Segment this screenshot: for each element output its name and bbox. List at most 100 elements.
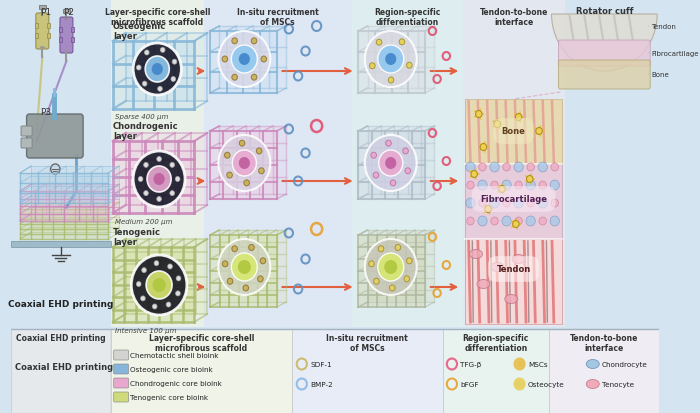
Circle shape xyxy=(239,141,245,147)
Circle shape xyxy=(551,199,559,207)
Bar xyxy=(352,0,463,327)
Bar xyxy=(47,34,50,39)
Circle shape xyxy=(225,153,230,159)
Text: Rotator cuff: Rotator cuff xyxy=(575,7,633,16)
Bar xyxy=(32,202,119,233)
Circle shape xyxy=(157,197,162,202)
Bar xyxy=(358,235,425,307)
Bar xyxy=(126,34,207,102)
Bar xyxy=(38,6,46,10)
Bar xyxy=(10,329,110,413)
Text: Fibrocartilage: Fibrocartilage xyxy=(648,51,699,57)
Circle shape xyxy=(218,32,270,88)
Circle shape xyxy=(176,291,180,296)
Text: Tendon: Tendon xyxy=(648,24,676,30)
FancyBboxPatch shape xyxy=(21,139,32,149)
Bar xyxy=(20,192,108,221)
Circle shape xyxy=(479,199,486,207)
Circle shape xyxy=(251,39,257,45)
Circle shape xyxy=(223,261,228,267)
Wedge shape xyxy=(552,15,657,72)
Circle shape xyxy=(389,78,394,84)
Circle shape xyxy=(232,46,258,74)
Ellipse shape xyxy=(505,295,518,304)
Circle shape xyxy=(514,163,524,173)
Text: Tendon-to-bone
interface: Tendon-to-bone interface xyxy=(480,8,548,27)
Bar xyxy=(111,0,204,327)
Bar xyxy=(71,38,74,43)
Circle shape xyxy=(153,304,157,309)
Bar xyxy=(210,32,276,94)
Circle shape xyxy=(256,149,262,154)
Circle shape xyxy=(515,182,522,190)
Circle shape xyxy=(232,254,258,281)
Text: Coaxial EHD printing: Coaxial EHD printing xyxy=(15,333,105,342)
FancyBboxPatch shape xyxy=(113,364,129,374)
Text: BMP-2: BMP-2 xyxy=(310,381,333,387)
Circle shape xyxy=(503,164,510,171)
Text: Bone: Bone xyxy=(648,72,669,78)
Circle shape xyxy=(491,218,498,225)
Circle shape xyxy=(378,254,404,281)
Circle shape xyxy=(466,199,475,209)
Circle shape xyxy=(369,261,375,267)
Circle shape xyxy=(157,157,162,162)
Circle shape xyxy=(399,40,405,46)
Bar xyxy=(113,142,195,214)
Circle shape xyxy=(515,114,522,121)
Text: Intensive 100 μm: Intensive 100 μm xyxy=(115,327,176,333)
Circle shape xyxy=(168,264,172,269)
Text: Chemotactic shell bioink: Chemotactic shell bioink xyxy=(130,352,219,358)
FancyBboxPatch shape xyxy=(559,41,650,67)
Circle shape xyxy=(538,199,547,209)
Circle shape xyxy=(158,87,162,92)
Circle shape xyxy=(222,57,228,63)
Bar xyxy=(219,27,286,89)
Bar xyxy=(111,329,292,413)
Circle shape xyxy=(490,163,499,173)
Circle shape xyxy=(526,216,536,226)
Bar xyxy=(113,247,195,322)
Circle shape xyxy=(502,216,511,226)
Bar xyxy=(465,240,562,324)
Text: Chondrogenic
layer: Chondrogenic layer xyxy=(113,122,178,141)
Circle shape xyxy=(378,246,384,252)
Circle shape xyxy=(538,163,547,173)
FancyBboxPatch shape xyxy=(113,350,129,360)
Circle shape xyxy=(550,216,559,226)
Bar xyxy=(63,10,70,14)
Circle shape xyxy=(514,358,525,370)
Circle shape xyxy=(365,240,416,295)
Bar xyxy=(10,242,111,247)
Circle shape xyxy=(232,75,237,81)
Text: Bone: Bone xyxy=(502,127,526,136)
Circle shape xyxy=(175,177,180,182)
Circle shape xyxy=(405,169,411,174)
Text: Osteogenic core bioink: Osteogenic core bioink xyxy=(130,366,213,372)
Bar xyxy=(292,329,442,413)
Circle shape xyxy=(379,151,402,177)
Circle shape xyxy=(526,176,533,183)
Bar xyxy=(32,185,119,214)
Bar xyxy=(210,235,276,307)
Circle shape xyxy=(251,75,257,81)
Circle shape xyxy=(176,276,181,281)
Circle shape xyxy=(144,163,148,168)
Circle shape xyxy=(466,163,475,173)
Ellipse shape xyxy=(491,263,504,272)
Circle shape xyxy=(478,216,487,226)
Ellipse shape xyxy=(512,255,525,264)
Circle shape xyxy=(389,285,395,291)
Circle shape xyxy=(378,46,404,74)
Circle shape xyxy=(243,285,248,291)
Circle shape xyxy=(365,136,416,192)
Circle shape xyxy=(260,258,266,264)
Circle shape xyxy=(536,128,542,135)
Circle shape xyxy=(550,180,559,190)
Circle shape xyxy=(517,361,522,367)
Text: bFGF: bFGF xyxy=(461,381,479,387)
Circle shape xyxy=(391,180,395,186)
FancyBboxPatch shape xyxy=(21,127,32,137)
Circle shape xyxy=(228,279,233,285)
Circle shape xyxy=(404,276,410,282)
